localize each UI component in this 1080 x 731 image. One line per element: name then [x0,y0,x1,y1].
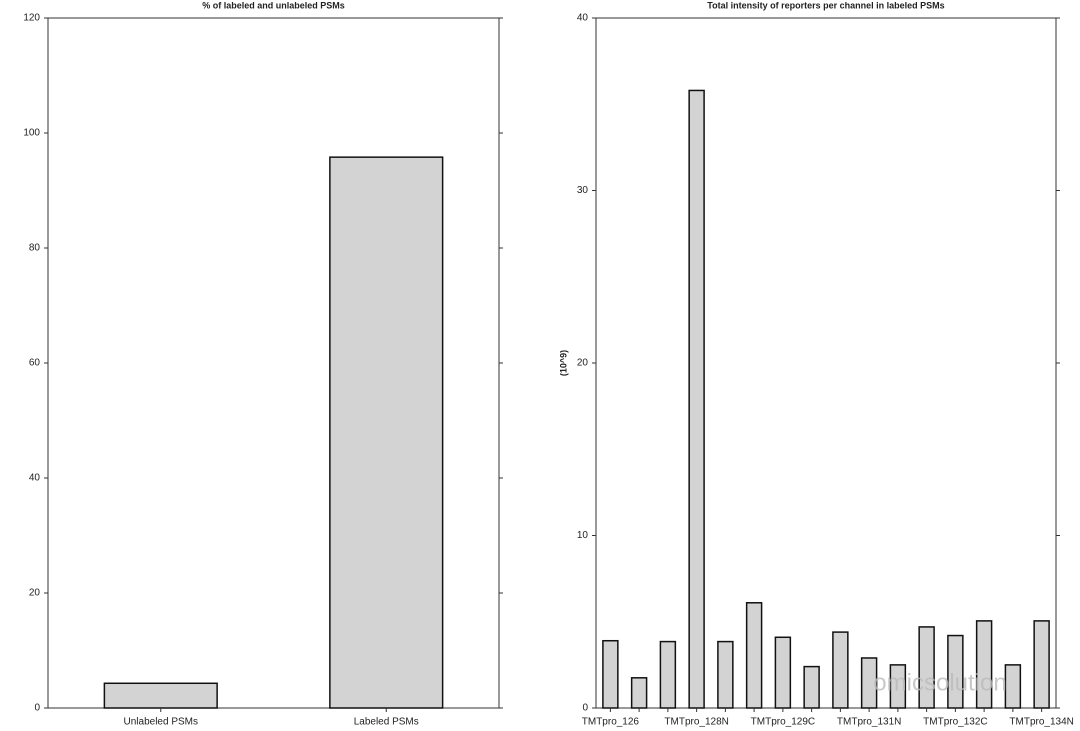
plot-frame [595,17,1057,709]
bar [329,156,444,709]
chart-title: Total intensity of reporters per channel… [707,0,944,10]
bar [659,640,677,709]
bar [745,602,763,709]
y-tick-label: 40 [29,473,41,484]
bar [774,636,792,709]
x-tick-label: TMTpro_129C [751,717,815,728]
bar [688,89,705,709]
watermark: omicsolution [873,669,1006,696]
y-axis-label: (10^9) [558,350,568,376]
x-tick-label: Unlabeled PSMs [124,717,198,728]
y-tick-label: 120 [23,13,40,24]
x-tick-label: Labeled PSMs [354,717,419,728]
chart-title: % of labeled and unlabeled PSMs [202,0,345,10]
y-tick-label: 20 [577,358,589,369]
bar [1033,620,1050,709]
y-tick-label: 80 [29,243,41,254]
x-tick-label: TMTpro_128N [664,717,728,728]
bar [832,631,849,709]
y-tick-label: 60 [29,358,41,369]
y-tick-label: 20 [29,588,41,599]
y-tick-label: 100 [23,128,40,139]
bar [103,682,218,709]
y-tick-label: 10 [577,530,589,541]
y-tick-label: 0 [34,703,40,714]
bar [717,640,734,709]
bar [803,665,820,709]
y-tick-label: 30 [577,185,589,196]
y-tick-label: 40 [577,13,589,24]
x-tick-label: TMTpro_131N [837,717,901,728]
x-tick-label: TMTpro_126 [582,717,640,728]
x-tick-label: TMTpro_134N [1009,717,1073,728]
bar [630,677,648,709]
bar [602,639,619,709]
y-tick-label: 0 [582,703,588,714]
x-tick-label: TMTpro_132C [923,717,987,728]
bar [1004,664,1022,709]
